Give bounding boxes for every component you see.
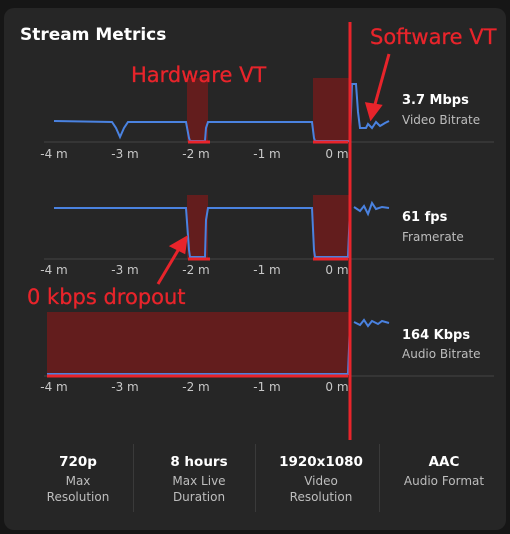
stat-label: Max Resolution (46, 474, 110, 504)
tick-label: -1 m (253, 263, 280, 277)
tick-label: -1 m (253, 147, 280, 161)
tick-label: -2 m (182, 380, 209, 394)
stat-value: AAC (428, 454, 460, 470)
tick-label: -2 m (182, 263, 209, 277)
chart-audio-bitrate: -4 m -3 m -2 m -1 m 0 m (40, 312, 494, 394)
dropout-region (47, 312, 349, 376)
stat-divider (379, 444, 380, 512)
stream-metrics-panel (4, 8, 506, 530)
annotation-arrows (156, 53, 391, 285)
audio-bitrate-value: 164 Kbps (402, 328, 471, 343)
tick-label: -4 m (40, 380, 67, 394)
tick-label: -3 m (111, 263, 138, 277)
stat-max-live-duration: 8 hours Max Live Duration (139, 454, 259, 505)
software-arrow (372, 53, 391, 109)
audio-bitrate-label: Audio Bitrate (402, 347, 481, 361)
tick-label: -3 m (111, 380, 138, 394)
framerate-line (54, 200, 390, 258)
framerate-label: Framerate (402, 230, 464, 244)
tick-label: -2 m (182, 147, 209, 161)
dropout-region (313, 195, 349, 259)
software-vt-annotation: Software VT (370, 25, 497, 49)
dropout-region (187, 78, 208, 142)
software-arrow-head (364, 102, 383, 122)
stat-value: 8 hours (170, 454, 228, 470)
dropout-arrow-head (168, 235, 188, 255)
stat-divider (133, 444, 134, 512)
chart-video-bitrate: -4 m -3 m -2 m -1 m 0 m (40, 78, 494, 161)
hardware-vt-annotation: Hardware VT (131, 63, 267, 87)
dropout-arrow (156, 246, 182, 285)
tick-label: 0 m (325, 263, 348, 277)
stat-value: 1920x1080 (279, 454, 363, 470)
chart-framerate: -4 m -3 m -2 m -1 m 0 m (40, 195, 494, 277)
stat-label: Audio Format (403, 474, 485, 488)
tick-label: -3 m (111, 147, 138, 161)
video-bitrate-label: Video Bitrate (402, 113, 481, 127)
tick-label: -4 m (40, 147, 67, 161)
panel-title: Stream Metrics (20, 25, 167, 45)
dropout-region (313, 78, 349, 142)
stat-max-resolution: 720p Max Resolution (18, 454, 138, 505)
stat-label: Video Resolution (289, 474, 353, 504)
tick-label: 0 m (325, 147, 348, 161)
dropout-annotation: 0 kbps dropout (27, 285, 186, 309)
tick-label: -1 m (253, 380, 280, 394)
stat-audio-format: AAC Audio Format (384, 454, 504, 489)
tick-label: -4 m (40, 263, 67, 277)
framerate-value: 61 fps (402, 210, 448, 225)
dropout-region (187, 195, 208, 259)
video-bitrate-value: 3.7 Mbps (402, 93, 469, 108)
stat-video-resolution: 1920x1080 Video Resolution (261, 454, 381, 505)
tick-label: 0 m (325, 380, 348, 394)
stat-value: 720p (59, 454, 97, 470)
stat-label: Max Live Duration (172, 474, 226, 504)
stat-divider (255, 444, 256, 512)
video-bitrate-line (53, 83, 390, 142)
